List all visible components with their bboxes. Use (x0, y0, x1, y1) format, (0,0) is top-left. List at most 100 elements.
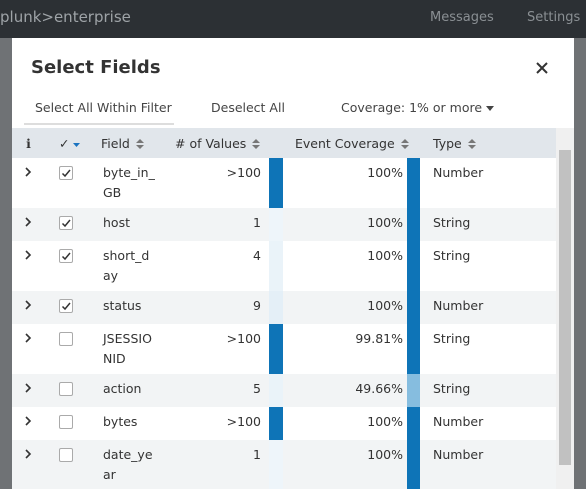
values-bar (269, 208, 283, 241)
settings-menu[interactable]: Settings (527, 10, 581, 25)
select-fields-modal: Select Fields Select All Within Filter D… (12, 38, 574, 489)
field-name: JSESSIONID (103, 331, 152, 366)
messages-menu[interactable]: Messages (430, 10, 494, 25)
coverage-cell: 100% (285, 208, 423, 241)
coverage-cell: 100% (285, 291, 423, 324)
coverage-percent: 100% (367, 298, 403, 313)
values-count: 4 (253, 248, 261, 263)
checkbox[interactable] (59, 299, 73, 313)
coverage-cell: 100% (285, 407, 423, 440)
top-bar: plunk>enterprise Messages Settings (0, 0, 586, 38)
expand-cell[interactable] (12, 324, 45, 374)
deselect-all-button[interactable]: Deselect All (211, 100, 285, 115)
values-bar (269, 324, 283, 374)
coverage-bar (407, 291, 420, 324)
check-cell (45, 241, 95, 291)
scrollbar[interactable] (556, 128, 574, 489)
coverage-bar (407, 440, 420, 489)
values-header-label: # of Values (175, 135, 247, 151)
checkbox[interactable] (59, 448, 73, 462)
check-cell (45, 440, 95, 489)
sort-icon (467, 138, 476, 149)
coverage-percent: 99.81% (355, 331, 403, 346)
field-row: bytes >100 100% Number (12, 407, 556, 440)
expand-cell[interactable] (12, 407, 45, 440)
expand-cell[interactable] (12, 440, 45, 489)
checkbox[interactable] (59, 216, 73, 230)
field-name: short_day (103, 248, 150, 283)
sort-icon (252, 138, 261, 149)
coverage-bar (407, 324, 420, 374)
coverage-cell: 99.81% (285, 324, 423, 374)
expand-arrow[interactable] (25, 416, 32, 426)
scroll-thumb[interactable] (559, 150, 571, 465)
expand-cell[interactable] (12, 208, 45, 241)
field-row: short_day 4 100% String (12, 241, 556, 291)
values-bar (269, 440, 283, 489)
values-bar (269, 374, 283, 407)
field-type: Number (423, 440, 556, 489)
field-type: Number (433, 165, 484, 180)
checkbox[interactable] (59, 332, 73, 346)
checkmark (61, 219, 71, 228)
field-header[interactable]: Field (95, 128, 165, 158)
coverage-percent: 49.66% (355, 381, 403, 396)
close-button[interactable] (536, 62, 548, 74)
field-name: status (95, 291, 165, 324)
checkbox[interactable] (59, 382, 73, 396)
values-bar (269, 158, 283, 208)
check-cell (45, 407, 95, 440)
coverage-cell: 100% (285, 158, 423, 208)
values-count: >100 (226, 331, 261, 346)
checkmark (61, 302, 71, 311)
values-count: 9 (253, 298, 261, 313)
expand-arrow[interactable] (25, 383, 32, 393)
field-header-label: Field (101, 135, 130, 151)
values-cell: >100 (165, 158, 285, 208)
values-cell: 1 (165, 208, 285, 241)
expand-cell[interactable] (12, 241, 45, 291)
coverage-cell: 100% (285, 241, 423, 291)
checkbox[interactable] (59, 166, 73, 180)
values-bar (269, 291, 283, 324)
expand-arrow[interactable] (25, 250, 32, 260)
check-cell (45, 158, 95, 208)
field-name: byte_in_GB (103, 165, 155, 200)
expand-arrow[interactable] (25, 333, 32, 343)
check-header[interactable]: ✓ (45, 128, 95, 158)
field-name: date_year (95, 440, 165, 489)
check-cell (45, 291, 95, 324)
values-count: >100 (226, 165, 261, 180)
field-row: status 9 100% Number (12, 291, 556, 324)
coverage-bar (407, 407, 420, 440)
logo: plunk>enterprise (0, 8, 131, 26)
values-bar (269, 241, 283, 291)
values-cell: >100 (165, 407, 285, 440)
checkbox[interactable] (59, 415, 73, 429)
expand-arrow[interactable] (25, 217, 32, 227)
coverage-dropdown[interactable]: Coverage: 1% or more (341, 100, 494, 115)
field-row: JSESSIONID >100 99.81% String (12, 324, 556, 374)
expand-arrow[interactable] (25, 449, 32, 459)
type-header[interactable]: Type (423, 128, 556, 158)
coverage-bar (407, 208, 420, 241)
coverage-header[interactable]: Event Coverage (285, 128, 423, 158)
values-count: >100 (226, 414, 261, 429)
coverage-bar (407, 374, 420, 407)
values-count: 5 (253, 381, 261, 396)
check-cell (45, 208, 95, 241)
expand-cell[interactable] (12, 158, 45, 208)
expand-cell[interactable] (12, 291, 45, 324)
caret (73, 142, 81, 147)
coverage-header-label: Event Coverage (295, 135, 395, 151)
field-type: String (433, 248, 471, 263)
values-header[interactable]: # of Values (165, 128, 285, 158)
values-cell: >100 (165, 324, 285, 374)
field-type: String (423, 374, 556, 407)
checkbox[interactable] (59, 249, 73, 263)
select-all-button[interactable]: Select All Within Filter (35, 100, 172, 115)
modal-title: Select Fields (31, 57, 161, 78)
expand-arrow[interactable] (25, 167, 32, 177)
expand-arrow[interactable] (25, 300, 32, 310)
expand-cell[interactable] (12, 374, 45, 407)
